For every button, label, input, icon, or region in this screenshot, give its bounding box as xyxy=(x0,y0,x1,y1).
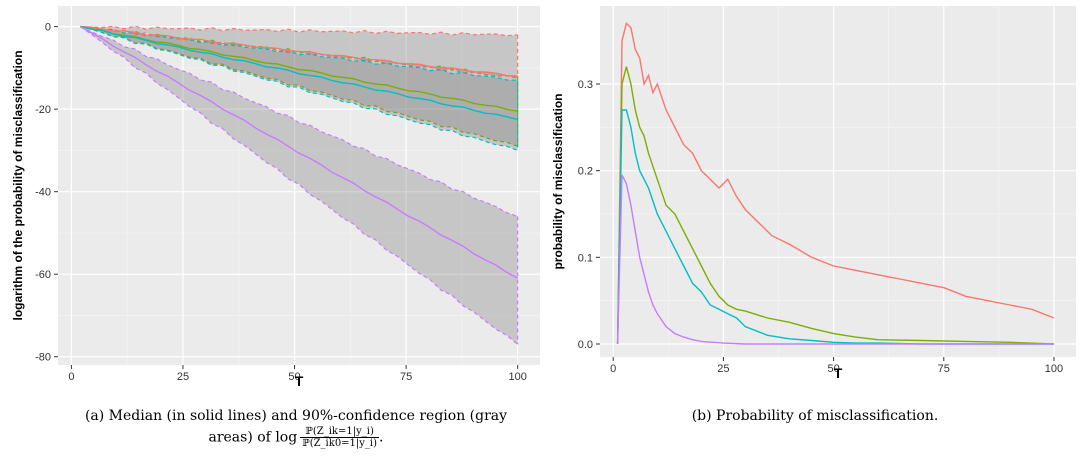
series-line xyxy=(616,174,1054,345)
y-tick-label: 0.1 xyxy=(578,252,593,264)
x-tick-label: 25 xyxy=(717,363,729,375)
caption-a-fraction: ℙ(Z_ik=1|y_i) ℙ(Z_ik0=1|y_i) xyxy=(300,426,380,449)
median-line xyxy=(79,25,519,279)
fraction-denominator: ℙ(Z_ik0=1|y_i) xyxy=(302,438,378,449)
y-tick-label: 0.3 xyxy=(578,79,593,91)
x-tick-label: 0 xyxy=(68,371,74,383)
y-tick-label: -60 xyxy=(35,269,51,281)
plot-background xyxy=(600,6,1076,357)
x-tick-label: 75 xyxy=(400,371,412,383)
x-tick-label: 50 xyxy=(827,363,839,375)
caption-a-text: (a) Median (in solid lines) and 90%-conf… xyxy=(84,408,508,446)
series-line xyxy=(616,66,1055,345)
x-axis-label: T xyxy=(834,365,843,381)
median-line xyxy=(80,25,518,112)
y-tick-label: -80 xyxy=(35,352,51,364)
band-upper-line xyxy=(80,26,518,81)
series-line xyxy=(616,109,1054,345)
x-tick-label: 25 xyxy=(177,371,189,383)
band-upper-line xyxy=(80,26,518,217)
plot-background xyxy=(58,6,540,365)
caption-a-end: . xyxy=(379,429,384,446)
x-tick-label: 100 xyxy=(1045,363,1063,375)
fraction-numerator: ℙ(Z_ik=1|y_i) xyxy=(300,426,380,438)
median-line xyxy=(80,25,518,77)
y-axis-label: probability of misclassification xyxy=(551,93,565,269)
y-tick-label: 0 xyxy=(45,22,51,34)
median-line xyxy=(80,25,518,121)
series-line xyxy=(616,21,1055,345)
x-tick-label: 0 xyxy=(610,363,616,375)
y-axis-label: logarithm of the probability of misclass… xyxy=(11,50,25,320)
y-tick-label: -40 xyxy=(35,187,51,199)
caption-b: (b) Probability of misclassification. xyxy=(691,408,939,424)
y-tick-label: 0.2 xyxy=(578,166,593,178)
y-tick-label: 0.0 xyxy=(578,339,593,351)
x-tick-label: 100 xyxy=(509,371,527,383)
caption-a: (a) Median (in solid lines) and 90%-conf… xyxy=(76,407,516,449)
x-axis-label: T xyxy=(295,373,304,389)
y-tick-label: -20 xyxy=(35,104,51,116)
band-lower-line xyxy=(80,26,518,79)
x-tick-label: 75 xyxy=(938,363,950,375)
x-tick-label: 50 xyxy=(288,371,300,383)
